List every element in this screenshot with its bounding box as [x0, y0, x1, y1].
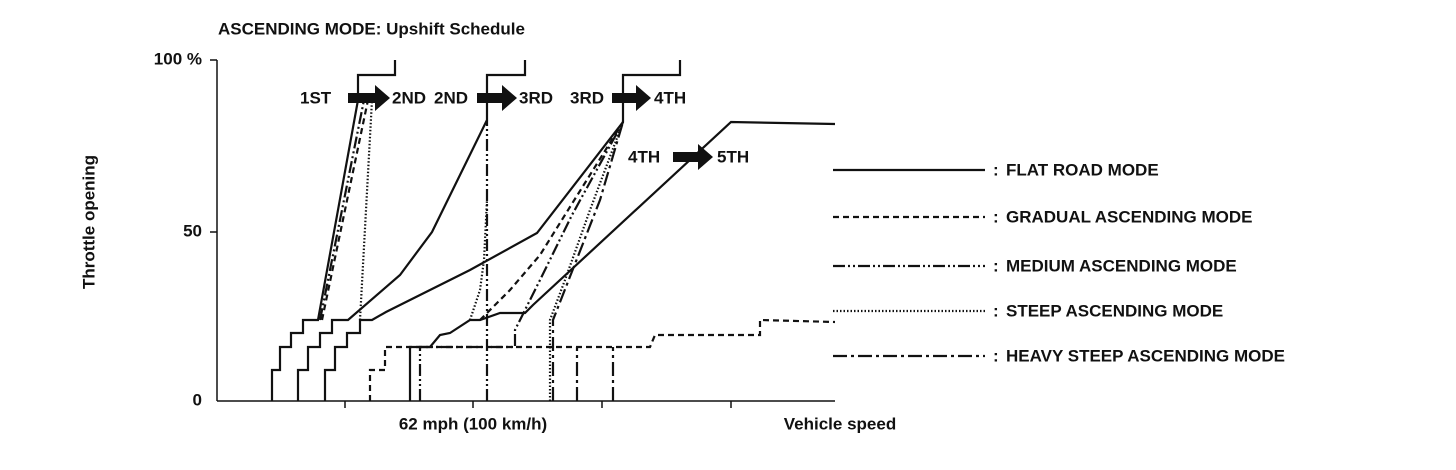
shift-label: 3RD	[519, 88, 553, 107]
line	[368, 318, 836, 401]
shift-arrows	[348, 85, 713, 170]
line	[551, 121, 625, 401]
line	[479, 121, 624, 321]
shift-label: 1ST	[300, 88, 332, 107]
legend-colon: :	[993, 301, 999, 320]
line	[548, 121, 625, 401]
y-tick-label: 0	[193, 390, 202, 409]
y-tick-label: 50	[183, 221, 202, 240]
line	[296, 60, 527, 401]
title: ASCENDING MODE: Upshift Schedule	[218, 19, 525, 38]
line	[408, 120, 836, 401]
line	[320, 99, 370, 321]
legend-colon: :	[993, 256, 999, 275]
legend	[833, 168, 985, 358]
y-tick-label: 100 %	[154, 49, 202, 68]
shift-label: 2ND	[434, 88, 468, 107]
line	[318, 99, 366, 321]
axes	[210, 59, 835, 408]
legend-label: MEDIUM ASCENDING MODE	[1006, 256, 1237, 275]
arrow	[477, 85, 517, 111]
y-axis-label: Throttle opening	[79, 155, 98, 289]
shift-label: 3RD	[570, 88, 604, 107]
legend-colon: :	[993, 346, 999, 365]
arrow	[348, 85, 390, 111]
shift-label: 5TH	[717, 147, 749, 166]
legend-label: HEAVY STEEP ASCENDING MODE	[1006, 346, 1285, 365]
legend-label: GRADUAL ASCENDING MODE	[1006, 207, 1253, 226]
shift-label: 4TH	[654, 88, 686, 107]
x-axis-mark: 62 mph (100 km/h)	[399, 414, 547, 433]
x-axis-label: Vehicle speed	[784, 414, 896, 433]
line	[270, 60, 397, 401]
legend-colon: :	[993, 207, 999, 226]
legend-label: FLAT ROAD MODE	[1006, 160, 1159, 179]
legend-colon: :	[993, 160, 999, 179]
line	[468, 199, 489, 321]
arrow	[612, 85, 651, 111]
legend-label: STEEP ASCENDING MODE	[1006, 301, 1223, 320]
line	[418, 121, 624, 401]
shift-label: 2ND	[392, 88, 426, 107]
line	[323, 60, 682, 401]
curves	[270, 60, 836, 401]
shift-label: 4TH	[628, 147, 660, 166]
arrow	[673, 144, 713, 170]
